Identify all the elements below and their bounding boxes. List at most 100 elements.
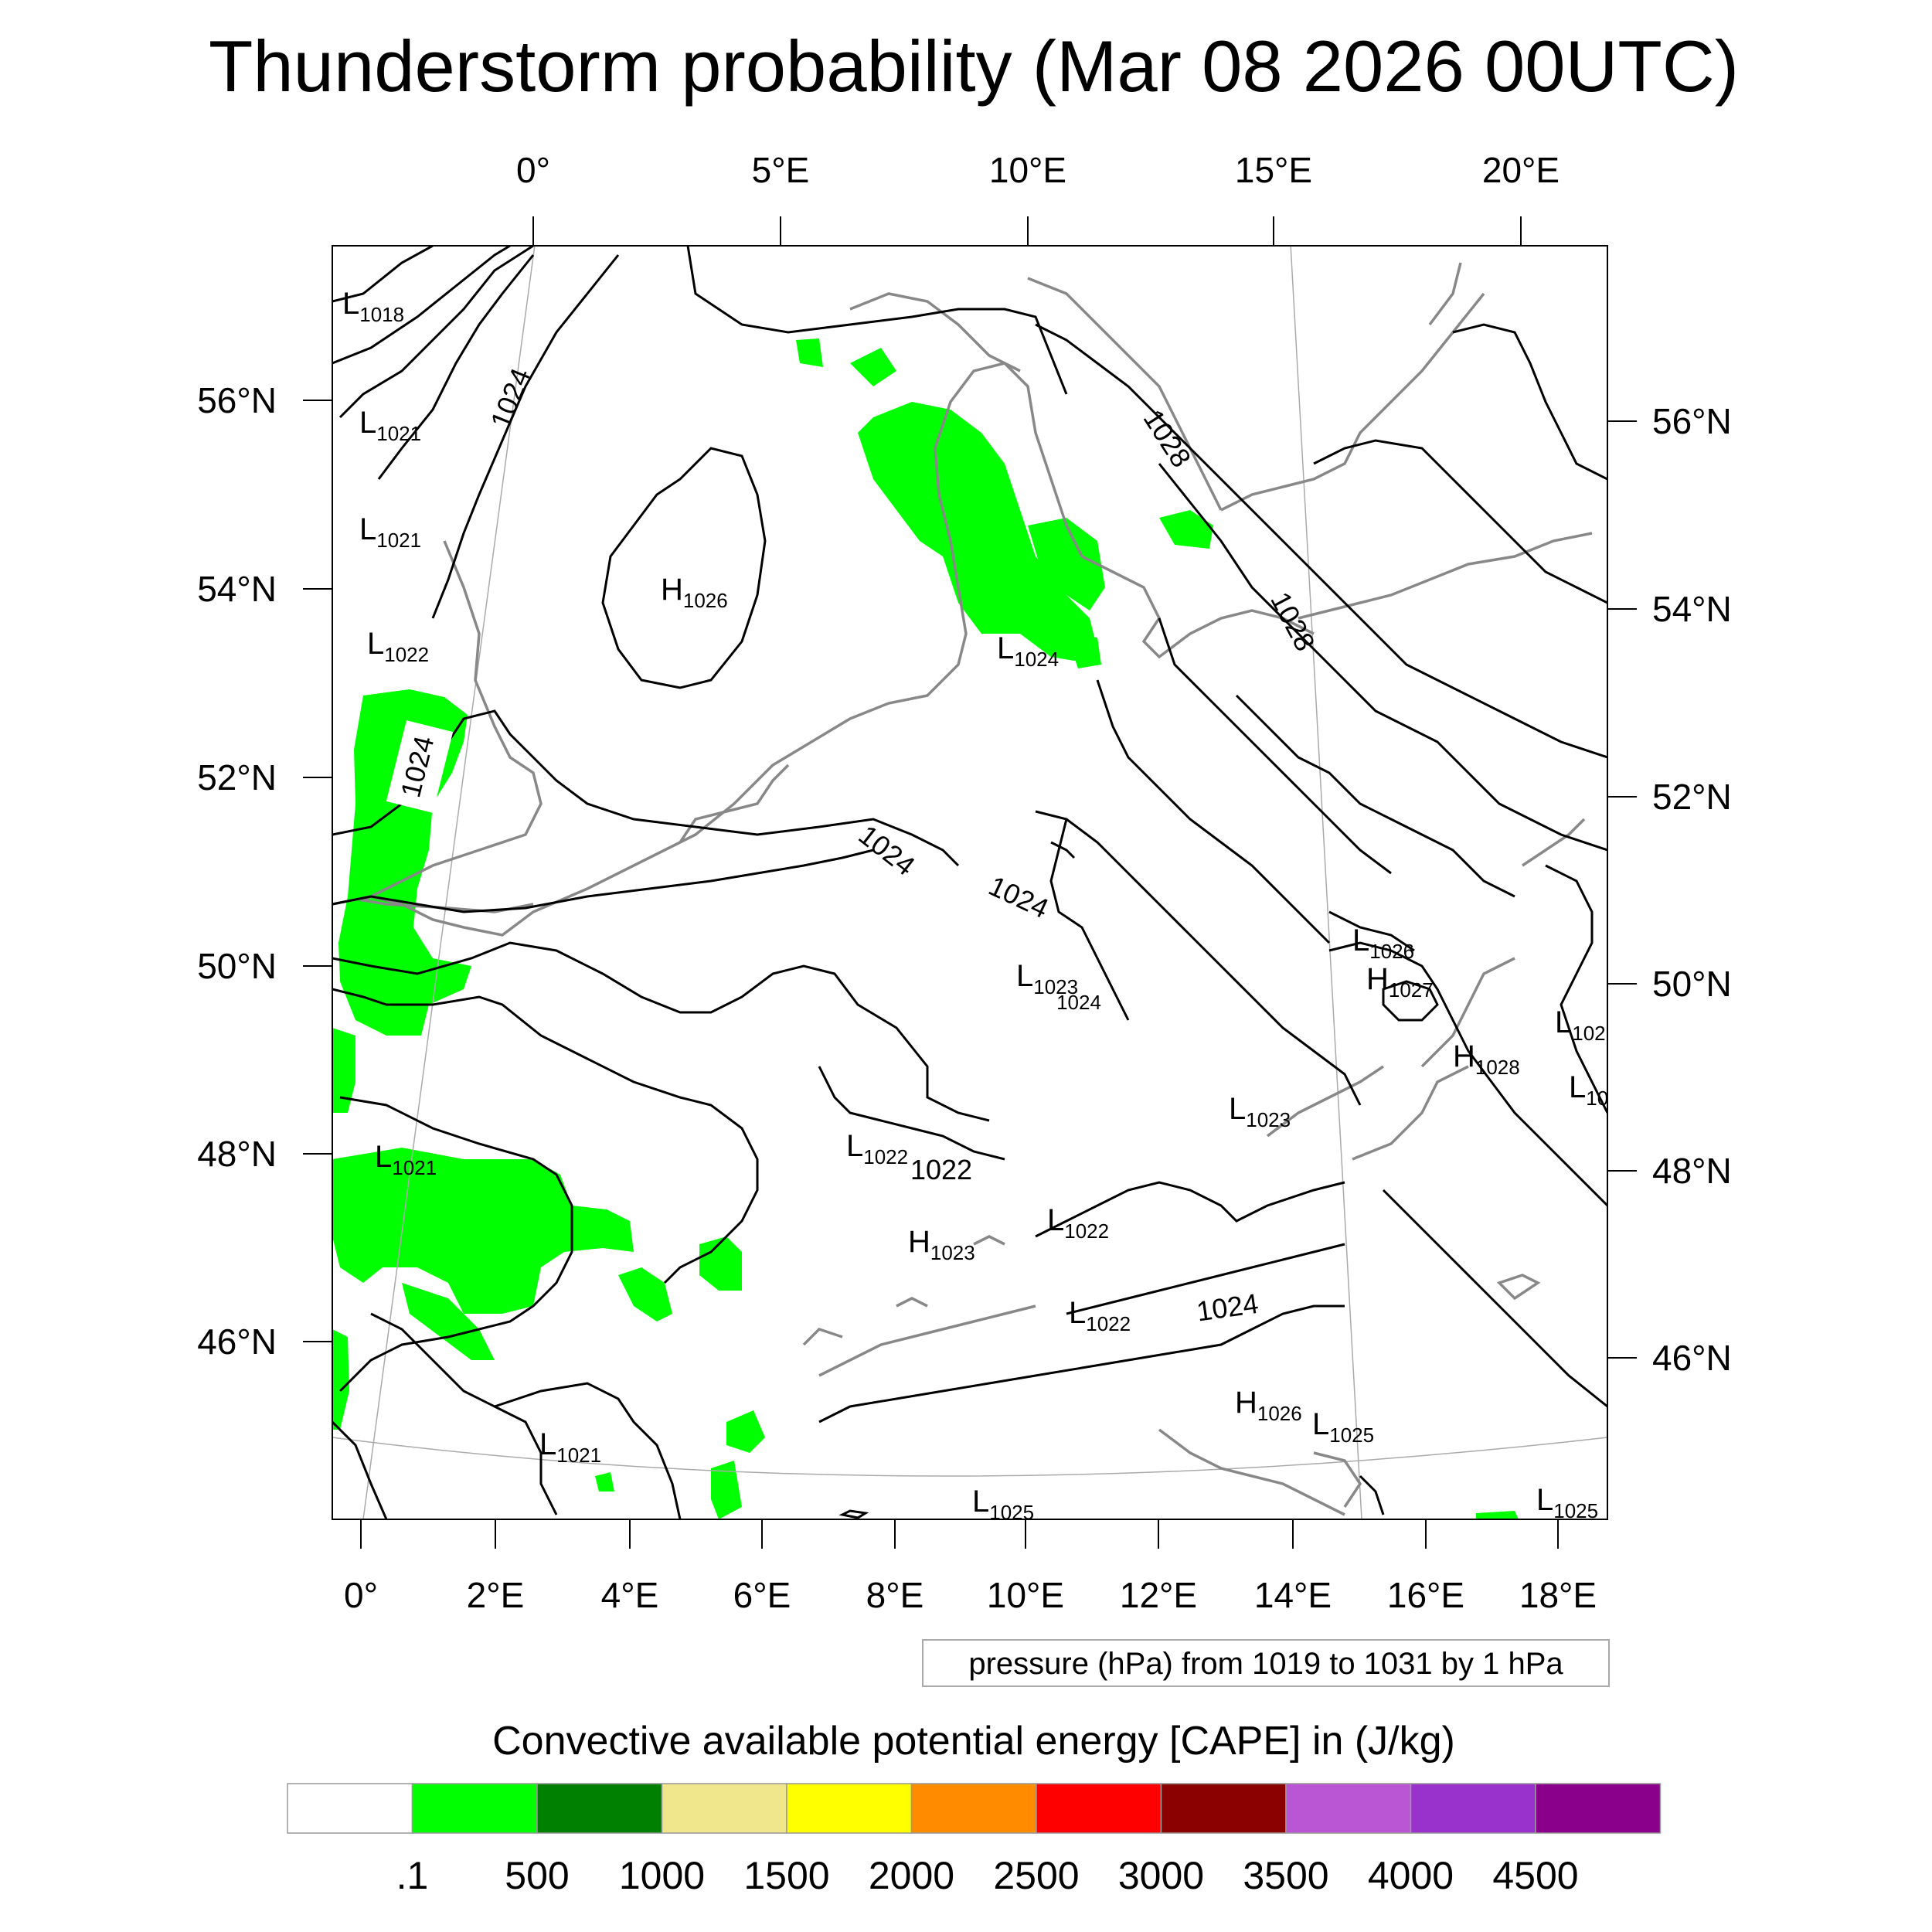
colorbar-swatch (1535, 1783, 1662, 1834)
colorbar-label: 1500 (743, 1854, 829, 1897)
bottom-lon-label: 0° (344, 1575, 378, 1615)
cape-area-sweden-south (1159, 510, 1213, 549)
cape-area-west-edge (332, 1028, 355, 1113)
cape-area-swiss (618, 1267, 672, 1321)
top-lon-label: 20°E (1482, 150, 1560, 190)
pressure-center-label: L1021 (359, 512, 421, 552)
left-lat-label: 50°N (197, 946, 277, 986)
coastlines (332, 262, 1593, 1516)
colorbar-boxes (287, 1783, 1662, 1834)
colorbar-swatch (1160, 1783, 1287, 1834)
pressure-center-label: L1026 (1352, 923, 1414, 963)
colorbar-label: 1000 (619, 1854, 705, 1897)
isobar-label: 1024 (984, 869, 1053, 924)
cape-area-italy (595, 1472, 614, 1492)
colorbar-swatch (1410, 1783, 1536, 1834)
pressure-center-label: H1023 (908, 1225, 975, 1264)
colorbar-label: 3000 (1118, 1854, 1204, 1897)
bottom-lon-labels: 0° 2°E 4°E 6°E 8°E 10°E 12°E 14°E 16°E 1… (344, 1575, 1597, 1615)
cape-areas (332, 338, 1519, 1519)
isobar-label: 1024 (484, 364, 536, 434)
colorbar-swatch (1036, 1783, 1162, 1834)
right-lat-labels: 56°N 54°N 52°N 50°N 48°N 46°N (1652, 401, 1732, 1378)
cape-area-west-edge-2 (332, 1329, 349, 1430)
right-lat-label: 46°N (1652, 1338, 1732, 1378)
isobar-label: 1024 (853, 818, 921, 882)
cape-area-denmark (858, 402, 1097, 661)
colorbar-swatch (1285, 1783, 1412, 1834)
top-lon-label: 0° (516, 150, 550, 190)
pressure-center-label: L1023 (1229, 1092, 1291, 1131)
pressure-center-label: L1018 (342, 287, 404, 326)
colorbar-swatch (536, 1783, 663, 1834)
right-lat-label: 48°N (1652, 1151, 1732, 1191)
pressure-center-label: L1022 (846, 1129, 908, 1168)
pressure-center-label: L1021 (375, 1140, 437, 1179)
pressure-center-label: H1028 (1453, 1039, 1520, 1079)
right-lat-label: 52°N (1652, 777, 1732, 817)
map-panel: 0° 5°E 10°E 15°E 20°E 0° 2°E 4°E 6°E 8°E… (197, 150, 1732, 1615)
cape-area-alps-2 (711, 1461, 742, 1519)
pressure-center-label: H1026 (1235, 1386, 1302, 1425)
colorbar-label: 2500 (993, 1854, 1079, 1897)
colorbar-labels: .1 500 1000 1500 2000 2500 3000 3500 4000 4500 (396, 1854, 1579, 1897)
pressure-center-label: L1021 (539, 1427, 601, 1467)
isobar-label: 1028 (1137, 403, 1197, 473)
top-lon-label: 5°E (752, 150, 810, 190)
graticule (332, 246, 1607, 1519)
cape-area-adriatic (1476, 1511, 1519, 1519)
top-lon-label: 10°E (989, 150, 1066, 190)
map-ticks (303, 216, 1637, 1549)
pressure-centers: L1018 L1021 L1021 L1022 H1026 L1024 L102… (342, 287, 1608, 1524)
isobar-label: 1022 (910, 1154, 972, 1185)
cape-area-skagerrak (850, 348, 896, 386)
colorbar-swatch (287, 1783, 413, 1834)
colorbar-title: Convective available potential energy [C… (492, 1719, 1455, 1764)
top-lon-label: 15°E (1235, 150, 1312, 190)
top-lon-labels: 0° 5°E 10°E 15°E 20°E (516, 150, 1560, 190)
figure-title: Thunderstorm probability (Mar 08 2026 00… (209, 26, 1739, 107)
colorbar-label: .1 (396, 1854, 429, 1897)
right-lat-label: 56°N (1652, 401, 1732, 441)
map-frame (332, 245, 1608, 1520)
bottom-lon-label: 6°E (733, 1575, 791, 1615)
pressure-center-label: H1026 (661, 573, 728, 612)
bottom-lon-label: 12°E (1120, 1575, 1197, 1615)
pressure-center-label: L10 (1569, 1070, 1608, 1110)
isobar-label-box (386, 720, 454, 813)
colorbar-swatch (910, 1783, 1037, 1834)
colorbar-label: 4000 (1368, 1854, 1454, 1897)
colorbar-label: 2000 (869, 1854, 954, 1897)
isobar-small-label: 1024 (1056, 991, 1101, 1014)
cape-area-central-france (699, 1236, 742, 1291)
colorbar-label: 4500 (1492, 1854, 1578, 1897)
left-lat-labels: 56°N 54°N 52°N 50°N 48°N 46°N (197, 380, 277, 1362)
pressure-center-label: L1025 (1536, 1483, 1598, 1522)
info-box: pressure (hPa) from 1019 to 1031 by 1 hP… (922, 1639, 1610, 1687)
cape-area-alps (726, 1410, 765, 1453)
pressure-center-label: L1021 (359, 406, 421, 445)
pressure-center-label: L1025 (1312, 1407, 1374, 1447)
bottom-lon-label: 2°E (467, 1575, 525, 1615)
bottom-lon-label: 14°E (1254, 1575, 1332, 1615)
left-lat-label: 48°N (197, 1134, 277, 1174)
right-lat-label: 50°N (1652, 964, 1732, 1004)
colorbar-swatch (786, 1783, 913, 1834)
pressure-center-label: L1022 (1047, 1203, 1109, 1243)
bottom-lon-label: 10°E (987, 1575, 1064, 1615)
pressure-center-label: L1023 (1016, 959, 1078, 998)
bottom-lon-label: 18°E (1519, 1575, 1597, 1615)
colorbar-swatch (661, 1783, 787, 1834)
pressure-center-label: L1025 (972, 1485, 1034, 1524)
pressure-center-label: L1022 (1069, 1296, 1131, 1335)
bottom-lon-label: 4°E (601, 1575, 659, 1615)
cape-area-baltic-west (1028, 518, 1105, 611)
left-lat-label: 54°N (197, 569, 277, 609)
cape-area-france-south (402, 1283, 495, 1360)
pressure-center-label: H1027 (1366, 962, 1434, 1002)
bottom-lon-label: 16°E (1387, 1575, 1464, 1615)
pressure-center-label: L1022 (367, 627, 429, 666)
colorbar-label: 500 (505, 1854, 569, 1897)
info-box-text: pressure (hPa) from 1019 to 1031 by 1 hP… (968, 1647, 1563, 1681)
